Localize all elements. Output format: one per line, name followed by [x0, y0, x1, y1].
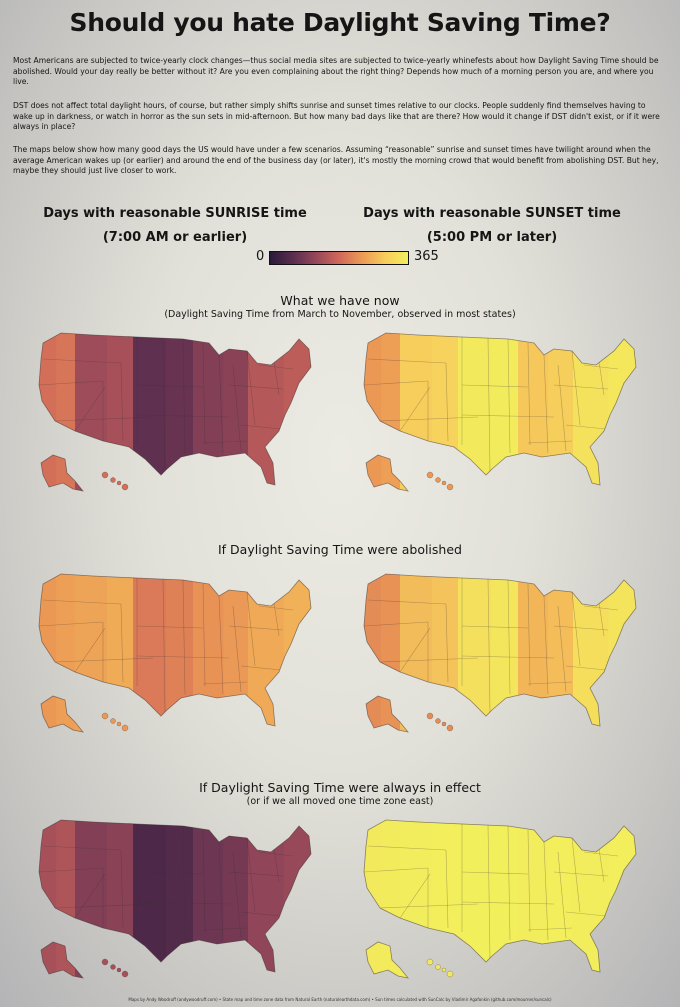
hawaii-island [446, 483, 454, 491]
hawaii-island [110, 718, 116, 724]
zone-band-shade [56, 574, 75, 732]
zone-band-shade [283, 820, 311, 978]
us-outline [38, 573, 312, 727]
zone-band-shade [431, 820, 458, 978]
alaska-outline [40, 941, 84, 979]
us-outline [38, 332, 312, 486]
map-no-dst-sunset [363, 573, 637, 733]
zone-band-shade [608, 820, 636, 978]
state-borders [39, 823, 294, 961]
zone-band-shade [491, 820, 518, 978]
intro-paragraph-3: The maps below show how many good days t… [13, 145, 659, 176]
hawaii-island [426, 712, 434, 720]
page-title: Should you hate Daylight Saving Time? [69, 8, 611, 37]
hawaii-island [441, 721, 447, 727]
hawaii-island [446, 724, 454, 732]
hawaii-island [101, 712, 109, 720]
hawaii-island [121, 483, 129, 491]
zone-band-shade [491, 333, 518, 491]
state-borders [39, 336, 294, 474]
hawaii-island [116, 721, 122, 727]
zone-band-shade [381, 820, 400, 978]
zone-band-shade [491, 574, 518, 732]
hawaii-island [101, 958, 109, 966]
hawaii-island [121, 724, 129, 732]
us-outline [38, 819, 312, 973]
hawaii-island [110, 964, 116, 970]
hawaii-island [116, 480, 122, 486]
hawaii-island [426, 471, 434, 479]
hawaii-island [435, 964, 441, 970]
zone-band-shade [431, 333, 458, 491]
legend-min-label: 0 [256, 249, 265, 264]
alaska-outline [40, 695, 84, 733]
hawaii-island [116, 967, 122, 973]
section-2-title: If Daylight Saving Time were abolished [218, 542, 462, 557]
alaska-outline [365, 695, 409, 733]
credits-footer: Maps by Andy Woodruff (andywoodruff.com)… [128, 997, 552, 1002]
zone-band-shade [608, 333, 636, 491]
sunset-header-line2: (5:00 PM or later) [426, 230, 558, 245]
zone-band-shade [381, 333, 400, 491]
us-outline [363, 332, 637, 486]
us-outline [363, 573, 637, 727]
sunset-header: Days with reasonable SUNSET time (5:00 P… [342, 206, 642, 245]
map-current-sunrise [38, 332, 312, 492]
zone-band-shade [608, 574, 636, 732]
alaska-outline [365, 454, 409, 492]
state-borders [39, 577, 294, 715]
state-borders [364, 336, 619, 474]
zone-band-shade [106, 820, 133, 978]
hawaii-island [101, 471, 109, 479]
hawaii-island [110, 477, 116, 483]
intro-paragraph-2: DST does not affect total daylight hours… [13, 101, 660, 132]
legend-color-bar [269, 251, 409, 265]
map-permanent-dst-sunset [363, 819, 637, 979]
section-1-subtitle: (Daylight Saving Time from March to Nove… [164, 309, 516, 320]
zone-band-shade [381, 574, 400, 732]
zone-band-shade [56, 333, 75, 491]
zone-band-shade [166, 820, 193, 978]
intro-paragraph-1: Most Americans are subjected to twice-ye… [13, 56, 659, 87]
sunrise-header-line1: Days with reasonable SUNRISE time [43, 206, 307, 221]
hawaii-island [441, 967, 447, 973]
zone-band-shade [166, 333, 193, 491]
alaska-outline [365, 941, 409, 979]
legend-max-label: 365 [414, 249, 439, 264]
section-3-subtitle: (or if we all moved one time zone east) [246, 796, 434, 807]
zone-band-shade [106, 333, 133, 491]
map-no-dst-sunrise [38, 573, 312, 733]
zone-band-shade [166, 574, 193, 732]
alaska-outline [40, 454, 84, 492]
map-permanent-dst-sunrise [38, 819, 312, 979]
hawaii-island [426, 958, 434, 966]
section-3-title: If Daylight Saving Time were always in e… [199, 780, 481, 795]
hawaii-island [435, 477, 441, 483]
hawaii-island [121, 970, 129, 978]
hawaii-island [441, 480, 447, 486]
state-borders [364, 823, 619, 961]
sunset-header-line1: Days with reasonable SUNSET time [363, 206, 621, 221]
map-current-sunset [363, 332, 637, 492]
hawaii-island [446, 970, 454, 978]
zone-band-shade [283, 333, 311, 491]
zone-band-shade [56, 820, 75, 978]
hawaii-island [435, 718, 441, 724]
state-borders [364, 577, 619, 715]
zone-band-shade [283, 574, 311, 732]
sunrise-header: Days with reasonable SUNRISE time (7:00 … [25, 206, 325, 245]
zone-band-shade [106, 574, 133, 732]
sunrise-header-line2: (7:00 AM or earlier) [102, 230, 248, 245]
us-outline [363, 819, 637, 973]
section-1-title: What we have now [280, 293, 400, 308]
zone-band-shade [431, 574, 458, 732]
